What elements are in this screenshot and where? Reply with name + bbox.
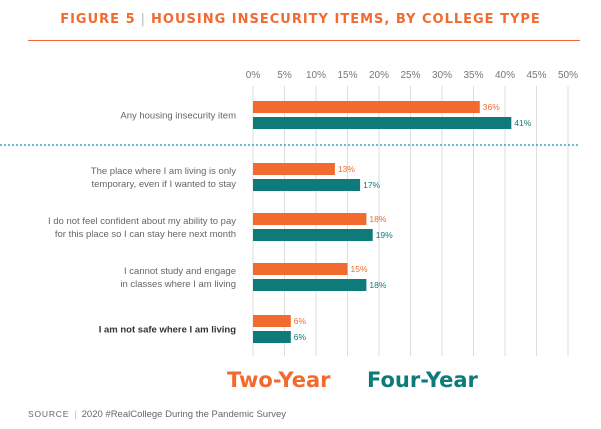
legend-two-year: Two-Year [227, 368, 331, 392]
bar-four-year [253, 279, 367, 291]
x-tick-label: 5% [277, 70, 292, 81]
bar-value-label: 18% [369, 280, 386, 290]
bar-value-label: 36% [483, 102, 500, 112]
title-separator: | [140, 12, 147, 27]
x-tick-label: 40% [495, 70, 515, 81]
bar-value-label: 41% [514, 118, 531, 128]
bar-four-year [253, 229, 373, 241]
bar-value-label: 6% [294, 316, 307, 326]
bar-value-label: 19% [376, 230, 393, 240]
bar-four-year [253, 117, 512, 129]
x-tick-label: 35% [463, 70, 483, 81]
x-tick-label: 50% [558, 70, 578, 81]
category-label: I do not feel confident about my ability… [48, 216, 236, 227]
source-note: SOURCE | 2020 #RealCollege During the Pand… [28, 409, 286, 420]
category-label: The place where I am living is only [91, 166, 236, 177]
source-separator: | [74, 409, 77, 420]
source-text: 2020 #RealCollege During the Pandemic Su… [81, 409, 287, 420]
bar-two-year [253, 315, 291, 327]
bar-four-year [253, 179, 361, 191]
bar-value-label: 15% [351, 264, 368, 274]
x-tick-label: 20% [369, 70, 389, 81]
x-tick-label: 15% [337, 70, 357, 81]
bar-four-year [253, 331, 291, 343]
bar-value-label: 18% [369, 214, 386, 224]
category-label: in classes where I am living [120, 279, 236, 290]
category-label: Any housing insecurity item [120, 111, 236, 122]
x-tick-label: 0% [246, 70, 261, 81]
x-tick-label: 25% [400, 70, 420, 81]
bar-value-label: 13% [338, 164, 355, 174]
category-label: I am not safe where I am living [99, 325, 236, 336]
bar-two-year [253, 213, 367, 225]
category-label: I cannot study and engage [124, 266, 236, 277]
bar-two-year [253, 263, 348, 275]
category-label: for this place so I can stay here next m… [55, 229, 236, 240]
bar-two-year [253, 163, 335, 175]
figure-label: FIGURE 5 [60, 12, 136, 27]
legend-four-year: Four-Year [367, 368, 478, 392]
source-label: SOURCE [28, 409, 70, 419]
bar-value-label: 17% [363, 180, 380, 190]
x-tick-label: 45% [526, 70, 546, 81]
category-label: temporary, even if I wanted to stay [91, 179, 236, 190]
figure-title-text: HOUSING INSECURITY ITEMS, BY COLLEGE TYP… [151, 12, 541, 27]
x-tick-label: 30% [432, 70, 452, 81]
title-rule [28, 40, 580, 41]
x-tick-label: 10% [306, 70, 326, 81]
figure-title: FIGURE 5 | HOUSING INSECURITY ITEMS, BY CO… [0, 12, 601, 27]
bar-value-label: 6% [294, 332, 307, 342]
bar-two-year [253, 101, 480, 113]
